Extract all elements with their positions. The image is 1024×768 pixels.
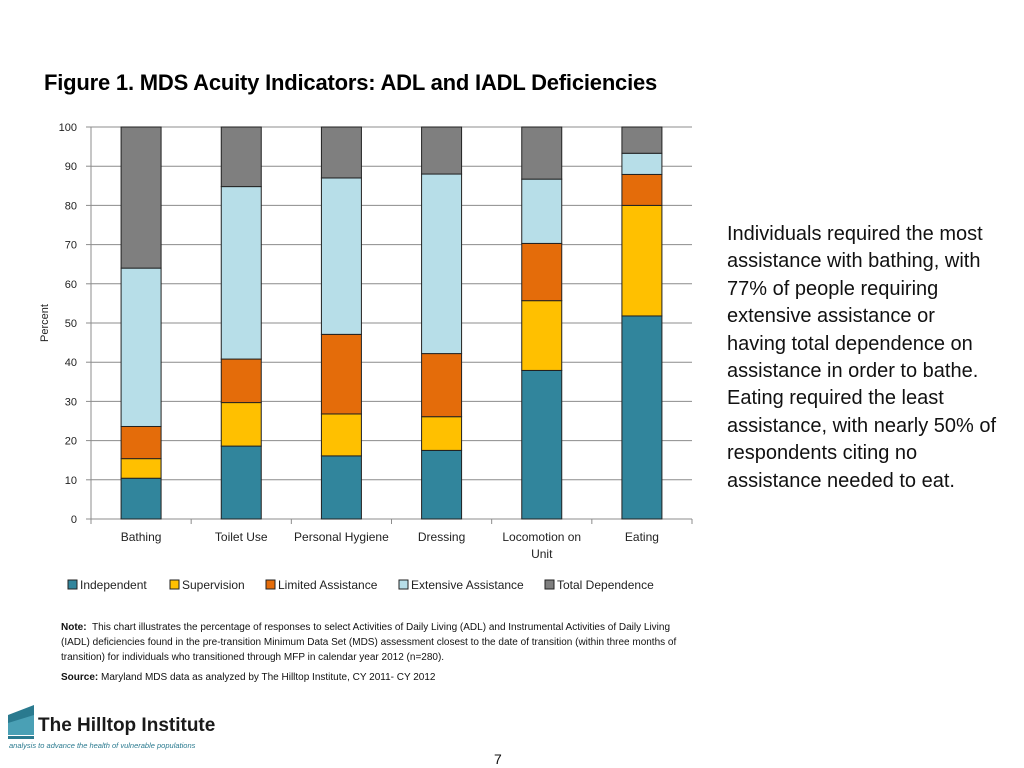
bar-segment bbox=[421, 126, 463, 175]
y-tick-label: 80 bbox=[65, 200, 77, 212]
bar-segment bbox=[220, 402, 262, 447]
logo-tagline: analysis to advance the health of vulner… bbox=[9, 741, 196, 750]
source-label: Source bbox=[61, 672, 95, 683]
bar-segment bbox=[621, 126, 663, 154]
x-tick-label: Locomotion on bbox=[502, 530, 581, 544]
y-tick-label: 20 bbox=[65, 436, 77, 448]
legend-label: Limited Assistance bbox=[278, 578, 378, 592]
y-tick-label: 40 bbox=[65, 357, 77, 369]
y-tick-label: 100 bbox=[59, 122, 77, 134]
bar-segment bbox=[421, 173, 463, 355]
y-tick-label: 60 bbox=[65, 279, 77, 291]
bar-segment bbox=[320, 455, 362, 520]
stacked-bar-chart: 0 10 20 30 40 50 60 70 80 90 100 Percent Bathing Toil… bbox=[39, 122, 693, 592]
page-number: 7 bbox=[494, 751, 502, 767]
source-text: Maryland MDS data as analyzed by The Hil… bbox=[101, 672, 436, 683]
bar-segment bbox=[220, 126, 262, 188]
bar-segment bbox=[320, 413, 362, 457]
chart-note: Note: This chart illustrates the percent… bbox=[61, 622, 677, 663]
y-tick-label: 90 bbox=[65, 161, 77, 173]
y-tick-label: 50 bbox=[65, 318, 77, 330]
bar-segment bbox=[621, 315, 663, 520]
bar-segment bbox=[220, 445, 262, 520]
note-text: This chart illustrates the percentage of… bbox=[61, 622, 677, 663]
bar-segment bbox=[521, 178, 563, 244]
bar-segment bbox=[220, 358, 262, 404]
bar-segment bbox=[120, 477, 162, 520]
chart-source: Source: Maryland MDS data as analyzed by… bbox=[61, 672, 436, 683]
legend-swatch bbox=[67, 579, 78, 590]
summary-text: Individuals required the most assistance… bbox=[727, 223, 997, 492]
note-label: Note bbox=[61, 622, 84, 633]
x-tick-label: Unit bbox=[531, 547, 553, 561]
y-tick-label: 10 bbox=[65, 475, 77, 487]
x-tick-label: Personal Hygiene bbox=[294, 530, 389, 544]
x-tick-label: Dressing bbox=[418, 530, 465, 544]
bar-segment bbox=[120, 267, 162, 427]
legend-swatch bbox=[169, 579, 180, 590]
bar-segment bbox=[421, 353, 463, 418]
bar-segment bbox=[621, 152, 663, 175]
y-tick-label: 70 bbox=[65, 240, 77, 252]
bar-segment bbox=[421, 449, 463, 520]
bar-segment bbox=[120, 458, 162, 479]
bar-segment bbox=[521, 300, 563, 371]
hilltop-logo-icon bbox=[8, 705, 34, 739]
bar-segment bbox=[521, 242, 563, 302]
bar-segment bbox=[320, 333, 362, 415]
x-tick-label: Toilet Use bbox=[215, 530, 268, 544]
bar-segment bbox=[621, 204, 663, 317]
bar-segment bbox=[621, 173, 663, 206]
bar-segment bbox=[320, 126, 362, 179]
logo-name: The Hilltop Institute bbox=[38, 715, 216, 736]
bar-segment bbox=[220, 186, 262, 360]
figure-title: Figure 1. MDS Acuity Indicators: ADL and… bbox=[44, 70, 658, 95]
bar-segment bbox=[521, 369, 563, 520]
legend-swatch bbox=[265, 579, 276, 590]
bar-segment bbox=[120, 425, 162, 460]
y-axis-title: Percent bbox=[39, 304, 51, 342]
x-tick-label: Bathing bbox=[121, 530, 162, 544]
bar-segment bbox=[320, 177, 362, 335]
legend-label: Total Dependence bbox=[557, 578, 654, 592]
legend-label: Independent bbox=[80, 578, 147, 592]
legend-swatch bbox=[544, 579, 555, 590]
legend-label: Supervision bbox=[182, 578, 245, 592]
y-tick-label: 0 bbox=[71, 514, 77, 526]
bar-segment bbox=[421, 416, 463, 451]
bar-segment bbox=[521, 126, 563, 180]
y-tick-label: 30 bbox=[65, 396, 77, 408]
legend-label: Extensive Assistance bbox=[411, 578, 524, 592]
legend-swatch bbox=[398, 579, 409, 590]
bar-segment bbox=[120, 126, 162, 269]
x-tick-label: Eating bbox=[625, 530, 659, 544]
